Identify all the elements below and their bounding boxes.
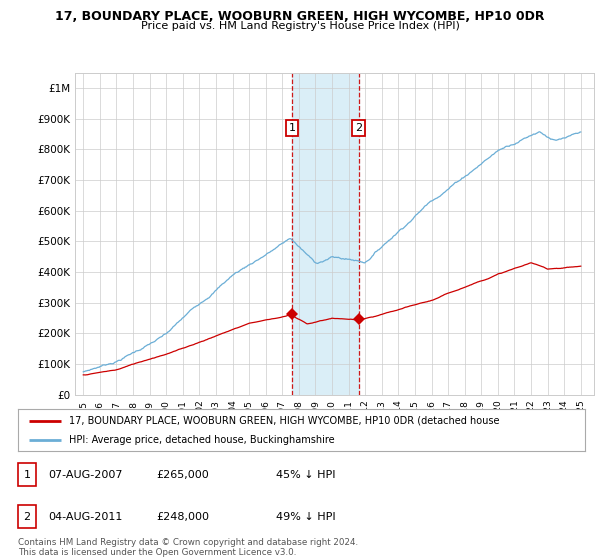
Text: 45% ↓ HPI: 45% ↓ HPI — [276, 470, 335, 479]
Text: 1: 1 — [289, 123, 296, 133]
Text: 2: 2 — [23, 512, 31, 521]
Text: 1: 1 — [23, 470, 31, 479]
Text: 17, BOUNDARY PLACE, WOOBURN GREEN, HIGH WYCOMBE, HP10 0DR: 17, BOUNDARY PLACE, WOOBURN GREEN, HIGH … — [55, 10, 545, 23]
Text: £248,000: £248,000 — [156, 512, 209, 521]
Text: Contains HM Land Registry data © Crown copyright and database right 2024.
This d: Contains HM Land Registry data © Crown c… — [18, 538, 358, 557]
Text: 49% ↓ HPI: 49% ↓ HPI — [276, 512, 335, 521]
Text: 07-AUG-2007: 07-AUG-2007 — [48, 470, 122, 479]
Text: 04-AUG-2011: 04-AUG-2011 — [48, 512, 122, 521]
FancyBboxPatch shape — [18, 505, 36, 528]
Text: 2: 2 — [355, 123, 362, 133]
Text: HPI: Average price, detached house, Buckinghamshire: HPI: Average price, detached house, Buck… — [69, 435, 335, 445]
FancyBboxPatch shape — [18, 463, 36, 486]
Bar — [292, 73, 359, 395]
Text: 17, BOUNDARY PLACE, WOOBURN GREEN, HIGH WYCOMBE, HP10 0DR (detached house: 17, BOUNDARY PLACE, WOOBURN GREEN, HIGH … — [69, 416, 500, 426]
Text: Price paid vs. HM Land Registry's House Price Index (HPI): Price paid vs. HM Land Registry's House … — [140, 21, 460, 31]
Text: £265,000: £265,000 — [156, 470, 209, 479]
